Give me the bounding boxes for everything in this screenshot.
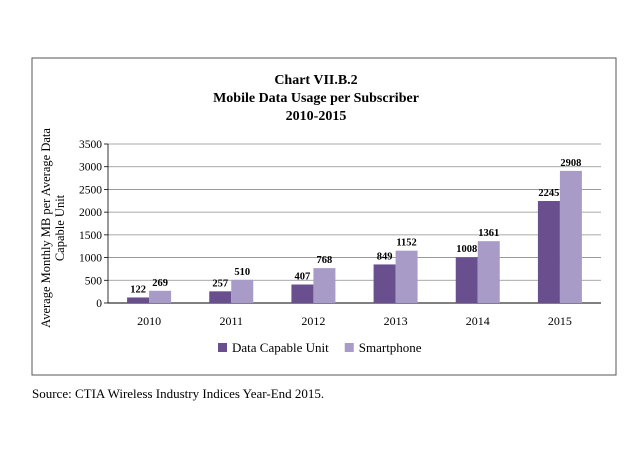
y-tick-label: 0 <box>96 298 102 310</box>
chart-period: 2010-2015 <box>286 109 347 124</box>
grid-lines <box>107 143 601 304</box>
data-label-smartphone-2012: 768 <box>317 255 333 266</box>
data-label-smartphone-2010: 269 <box>152 278 168 289</box>
data-label-smartphone-2013: 1152 <box>396 238 416 249</box>
y-axis-label-line-2: Capable Unit <box>53 194 67 261</box>
x-axis-ticks: 2010 2011 2012 2013 2014 2015 <box>137 314 572 328</box>
y-tick-label: 500 <box>85 275 103 287</box>
data-label-data-capable-unit-2014: 1008 <box>456 244 477 255</box>
x-tick-label-2015: 2015 <box>548 314 572 328</box>
y-axis-label-line-1: Average Monthly MB per Average Data <box>39 128 53 328</box>
y-tick-label: 3500 <box>79 139 102 151</box>
bar-smartphone-2011 <box>231 279 254 303</box>
data-label-data-capable-unit-2015: 2245 <box>538 188 559 199</box>
bar-smartphone-2015 <box>559 170 582 303</box>
y-tick-label: 2000 <box>79 207 102 219</box>
y-tick-label: 2500 <box>79 184 102 196</box>
y-tick-label: 3000 <box>79 162 102 174</box>
bar-smartphone-2014 <box>477 241 500 303</box>
bar-data-capable-unit-2011 <box>209 291 232 303</box>
data-label-data-capable-unit-2012: 407 <box>295 272 311 283</box>
bars <box>127 170 582 303</box>
data-label-data-capable-unit-2010: 122 <box>130 284 146 295</box>
x-tick-label-2012: 2012 <box>301 314 325 328</box>
bar-data-capable-unit-2015 <box>537 201 560 303</box>
data-label-smartphone-2014: 1361 <box>478 228 499 239</box>
bar-data-capable-unit-2014 <box>455 257 478 303</box>
bar-data-capable-unit-2013 <box>373 264 396 303</box>
legend-swatch-smartphone <box>344 343 354 352</box>
legend-swatch-data-capable-unit <box>218 343 227 352</box>
chart-border <box>31 57 617 376</box>
x-tick-label-2010: 2010 <box>137 314 161 328</box>
legend-label-smartphone: Smartphone <box>359 340 422 355</box>
bar-data-capable-unit-2012 <box>291 284 314 303</box>
data-label-data-capable-unit-2013: 849 <box>377 251 393 262</box>
legend: Data Capable Unit Smartphone <box>218 340 422 355</box>
y-axis-ticks: 0 500 1000 1500 2000 2500 3000 3500 <box>79 139 108 310</box>
chart-subtitle: Mobile Data Usage per Subscriber <box>213 91 419 106</box>
data-label-data-capable-unit-2011: 257 <box>212 278 228 289</box>
x-tick-label-2011: 2011 <box>219 314 243 328</box>
y-axis-label: Average Monthly MB per Average Data Capa… <box>39 128 67 328</box>
bar-smartphone-2010 <box>149 290 172 303</box>
data-label-smartphone-2015: 2908 <box>560 158 581 169</box>
data-label-smartphone-2011: 510 <box>234 267 250 278</box>
x-tick-label-2013: 2013 <box>384 314 408 328</box>
y-tick-label: 1000 <box>79 253 102 265</box>
x-tick-label-2014: 2014 <box>466 314 490 328</box>
bar-data-capable-unit-2010 <box>127 297 150 303</box>
legend-label-data-capable-unit: Data Capable Unit <box>232 340 329 355</box>
chart-title: Chart VII.B.2 <box>274 73 357 88</box>
bar-smartphone-2013 <box>395 250 418 303</box>
y-tick-label: 1500 <box>79 230 102 242</box>
source-note: Source: CTIA Wireless Industry Indices Y… <box>32 386 325 401</box>
bar-smartphone-2012 <box>313 268 336 303</box>
